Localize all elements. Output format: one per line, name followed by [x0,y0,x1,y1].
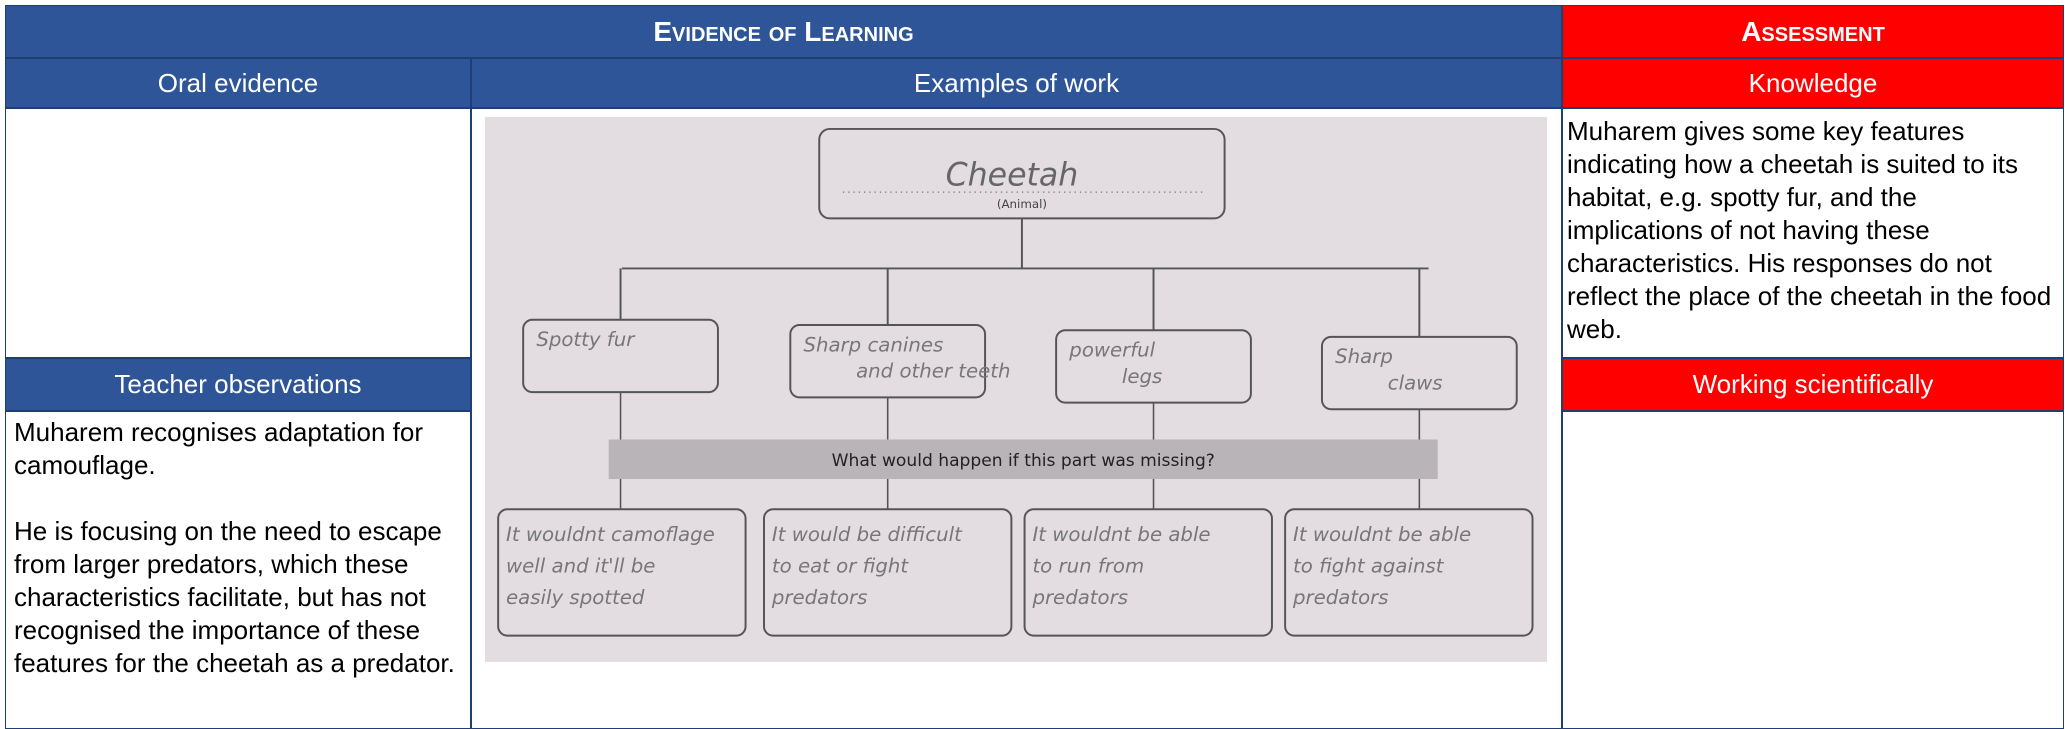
answer-box [1284,508,1534,637]
work-header: Examples of work [471,58,1562,108]
answer-box [1023,508,1273,637]
answer-box [497,508,747,637]
working-cell [1562,411,2064,729]
feature: Sharp [1335,345,1393,368]
feature: Sharp canines [803,333,943,356]
observation: Muharem recognises adaptation for camouf… [14,417,424,480]
working-header: Working scientifically [1562,358,2064,411]
answer: to eat or fight [772,554,909,577]
answer: well and it'll be [506,554,655,577]
answer: to fight against [1293,554,1445,577]
photo-bg [485,117,1547,662]
oral-header: Oral evidence [5,58,471,108]
feature-box [522,318,719,394]
assessment-header: Assessment [1562,5,2064,58]
teacher-header: Teacher observations [5,358,471,411]
animal: Cheetah [946,158,1079,194]
answer: It would be difficult [772,523,963,546]
answer: It wouldnt be able [1293,523,1471,546]
answer: predators [1292,586,1389,609]
knowledge-header: Knowledge [1562,58,2064,108]
observation: He is focusing on the need to escape fro… [14,516,455,678]
animal-label: (Animal) [997,197,1047,211]
knowledge-cell: Muharem gives some key features indicati… [1562,108,2064,358]
feature: Spotty fur [536,328,636,351]
answer: to run from [1032,554,1144,577]
feature: claws [1388,372,1443,395]
question-band [608,439,1438,479]
teacher-cell: Muharem recognises adaptation for camouf… [5,411,471,729]
oral-cell [5,108,471,358]
feature: powerful [1068,339,1155,362]
evidence-header: Evidence of Learning [5,5,1562,58]
question: What would happen if this part was missi… [832,451,1215,471]
answer: It wouldnt camoflage [506,523,715,546]
work-cell: Cheetah (Animal) Spotty fur It wouldnt camo… [471,108,1562,729]
feature: legs [1122,365,1162,388]
answer: predators [1031,586,1128,609]
answer-box [763,508,1013,637]
worksheet: Cheetah (Animal) Spotty fur It wouldnt camo… [485,117,1547,662]
answer: It wouldnt be able [1032,523,1210,546]
feature: and other teeth [856,360,1010,383]
answer: predators [771,586,868,609]
answer: easily spotted [506,586,645,609]
